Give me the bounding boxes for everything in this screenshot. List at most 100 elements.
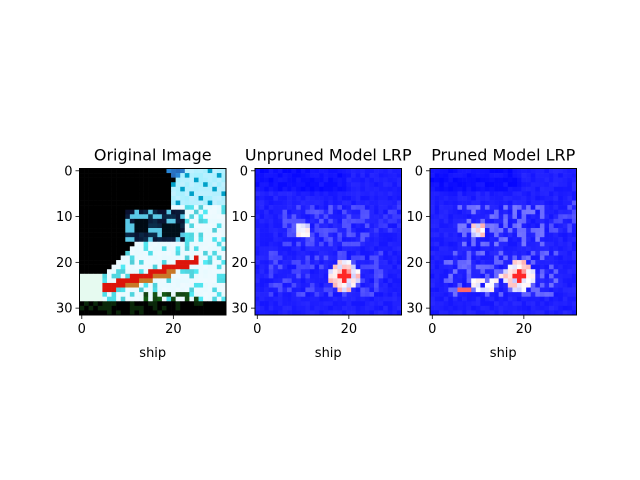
x-tick-label: 20 bbox=[516, 322, 533, 337]
pixel bbox=[484, 214, 490, 220]
pixel bbox=[259, 195, 265, 201]
pixel bbox=[346, 287, 352, 293]
pixel bbox=[273, 255, 279, 261]
pixel bbox=[558, 269, 564, 275]
pixel bbox=[268, 241, 274, 247]
pixel bbox=[129, 310, 135, 316]
pixel bbox=[489, 209, 495, 215]
pixel bbox=[544, 241, 550, 247]
pixel bbox=[434, 173, 440, 178]
pixel bbox=[567, 278, 573, 284]
pixel bbox=[430, 301, 435, 307]
pixel bbox=[203, 177, 208, 183]
pixel bbox=[369, 301, 375, 307]
pixel bbox=[161, 218, 167, 224]
pixel bbox=[125, 191, 131, 197]
pixel bbox=[360, 241, 366, 247]
pixel bbox=[161, 287, 167, 293]
pixel bbox=[129, 301, 135, 307]
pixel bbox=[448, 282, 454, 288]
pixel bbox=[355, 269, 361, 275]
pixel bbox=[558, 282, 564, 288]
pixel bbox=[116, 246, 122, 252]
pixel bbox=[448, 186, 454, 192]
pixel bbox=[443, 305, 449, 311]
pixel bbox=[259, 296, 265, 302]
pixel bbox=[535, 287, 541, 293]
pixel bbox=[305, 287, 311, 293]
pixel bbox=[273, 182, 279, 188]
pixel bbox=[567, 205, 573, 211]
pixel bbox=[296, 273, 302, 279]
pixel bbox=[374, 310, 379, 316]
pixel bbox=[430, 168, 435, 174]
pixel bbox=[387, 260, 393, 265]
pixel bbox=[291, 191, 297, 197]
pixel bbox=[544, 273, 550, 279]
pixel bbox=[264, 250, 270, 256]
pixel bbox=[364, 292, 370, 297]
pixel bbox=[571, 305, 577, 311]
pixel bbox=[434, 301, 440, 307]
pixel bbox=[337, 223, 343, 229]
pixel bbox=[102, 292, 108, 297]
pixel bbox=[139, 260, 144, 265]
pixel bbox=[180, 191, 186, 197]
pixel bbox=[212, 237, 218, 243]
pixel bbox=[193, 250, 199, 256]
pixel bbox=[184, 278, 190, 284]
pixel bbox=[93, 278, 99, 284]
pixel bbox=[369, 168, 375, 174]
pixel bbox=[430, 228, 435, 233]
pixel bbox=[198, 296, 204, 302]
pixel bbox=[120, 246, 126, 252]
pixel bbox=[383, 310, 389, 316]
pixel bbox=[152, 260, 158, 265]
pixel bbox=[392, 218, 398, 224]
pixel bbox=[264, 278, 270, 284]
pixel bbox=[489, 200, 495, 206]
pixel bbox=[207, 282, 213, 288]
pixel bbox=[448, 273, 454, 279]
pixel bbox=[503, 264, 509, 270]
pixel bbox=[102, 218, 108, 224]
pixel bbox=[484, 287, 490, 293]
pixel bbox=[562, 200, 568, 206]
pixel bbox=[198, 182, 204, 188]
pixel bbox=[462, 177, 467, 183]
pixel bbox=[287, 255, 292, 261]
pixel bbox=[97, 228, 103, 233]
pixel bbox=[264, 195, 270, 201]
pixel bbox=[161, 182, 167, 188]
pixel bbox=[360, 228, 366, 233]
pixel bbox=[571, 255, 577, 261]
pixel bbox=[116, 173, 122, 178]
pixel bbox=[175, 182, 181, 188]
pixel bbox=[314, 232, 320, 238]
pixel bbox=[171, 205, 176, 211]
pixel bbox=[549, 186, 554, 192]
pixel bbox=[305, 186, 311, 192]
pixel bbox=[369, 218, 375, 224]
pixel bbox=[106, 205, 112, 211]
pixel bbox=[305, 310, 311, 316]
pixel bbox=[452, 278, 458, 284]
pixel bbox=[434, 168, 440, 174]
pixel bbox=[498, 282, 504, 288]
pixel bbox=[539, 246, 545, 252]
pixel bbox=[134, 301, 140, 307]
pixel bbox=[558, 223, 564, 229]
pixel bbox=[125, 209, 131, 215]
pixel bbox=[111, 246, 117, 252]
pixel bbox=[268, 264, 274, 270]
pixel bbox=[484, 292, 490, 297]
pixel bbox=[530, 250, 536, 256]
pixel bbox=[259, 250, 265, 256]
pixel bbox=[539, 173, 545, 178]
pixel bbox=[539, 282, 545, 288]
pixel bbox=[203, 260, 208, 265]
pixel bbox=[282, 269, 288, 275]
pixel bbox=[120, 200, 126, 206]
pixel bbox=[166, 186, 172, 192]
pixel bbox=[448, 218, 454, 224]
